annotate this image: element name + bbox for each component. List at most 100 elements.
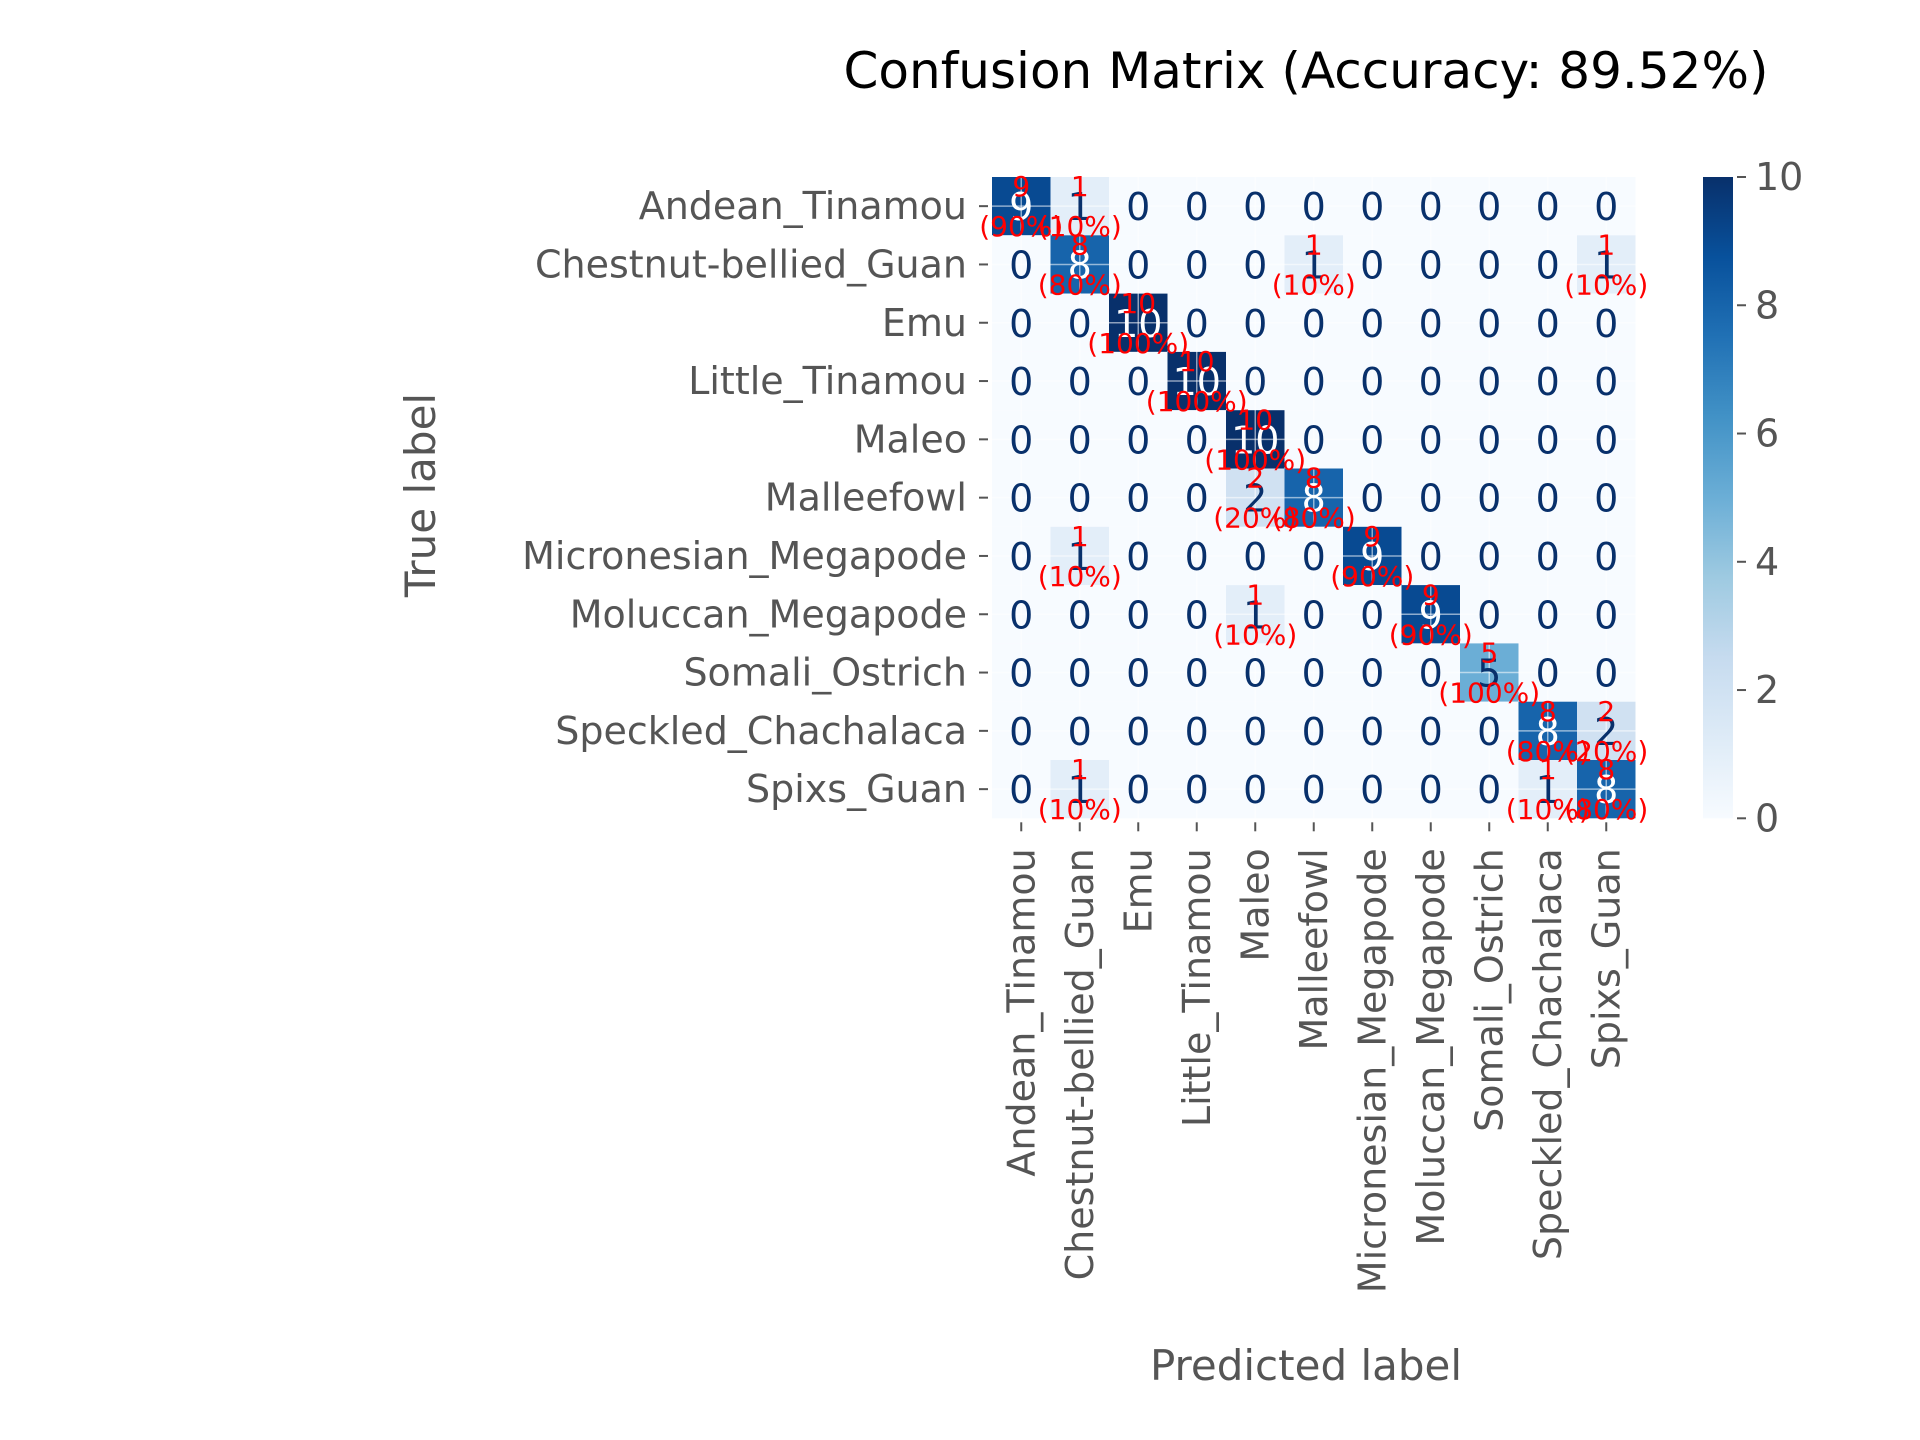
cell-percent-label: (90%) [979, 210, 1063, 243]
cell-count-label-red: 2 [1597, 695, 1615, 728]
cell-percent-label: (20%) [1564, 735, 1648, 768]
cell-count-label: 0 [1419, 652, 1443, 696]
cell-count-label: 0 [1594, 652, 1618, 696]
cell-percent-label: (10%) [1038, 793, 1122, 826]
cell-count-label: 0 [1360, 360, 1384, 404]
cell-percent-label: (80%) [1038, 268, 1122, 301]
cell-count-label: 8 [1594, 768, 1618, 812]
cell-count-label: 10 [1173, 360, 1221, 404]
cell-count-label: 0 [1419, 243, 1443, 287]
cell-count-label: 1 [1068, 768, 1092, 812]
cell-count-label: 0 [1477, 243, 1501, 287]
cell-percent-label: (100%) [1146, 385, 1248, 418]
cell-count-label: 0 [1009, 593, 1033, 637]
cell-count-label: 0 [1009, 418, 1033, 462]
cell-count-label: 0 [1068, 710, 1092, 754]
x-tick-label: Spixs_Guan [1584, 848, 1628, 1069]
cell-count-label: 0 [1243, 302, 1267, 346]
cell-count-label: 0 [1126, 185, 1150, 229]
x-tick-label: Maleo [1233, 848, 1277, 961]
cell-percent-label: (10%) [1038, 210, 1122, 243]
cell-count-label: 0 [1477, 768, 1501, 812]
cell-count-label: 0 [1536, 535, 1560, 579]
cell-count-label: 0 [1126, 477, 1150, 521]
cell-count-label: 0 [1068, 360, 1092, 404]
cell-percent-label: (10%) [1272, 268, 1356, 301]
cell-percent-label: (10%) [1038, 560, 1122, 593]
cell-count-label: 5 [1477, 652, 1501, 696]
colorbar-tick-label: 10 [1755, 155, 1803, 199]
cell-count-label: 0 [1360, 477, 1384, 521]
x-tick-label: Little_Tinamou [1175, 848, 1219, 1127]
cell-count-label: 0 [1126, 243, 1150, 287]
cell-count-label: 0 [1477, 477, 1501, 521]
cell-count-label: 0 [1302, 360, 1326, 404]
cell-count-label: 9 [1360, 535, 1384, 579]
cell-count-label: 0 [1126, 535, 1150, 579]
cell-count-label: 0 [1594, 535, 1618, 579]
cell-count-label: 0 [1185, 768, 1209, 812]
cell-count-label: 1 [1536, 768, 1560, 812]
cell-count-label: 0 [1594, 360, 1618, 404]
x-tick-label: Malleefowl [1292, 848, 1336, 1050]
cell-count-label: 0 [1360, 185, 1384, 229]
cell-count-label-red: 10 [1179, 345, 1215, 378]
cell-count-label: 0 [1302, 710, 1326, 754]
cell-count-label: 0 [1243, 360, 1267, 404]
cell-count-label: 0 [1594, 302, 1618, 346]
cell-count-label: 0 [1009, 710, 1033, 754]
x-tick-labels: Andean_Tinamou Chestnut-bellied_Guan Emu Li… [999, 822, 1628, 1293]
cell-percent-label: (80%) [1564, 793, 1648, 826]
cell-count-label: 0 [1068, 302, 1092, 346]
cell-count-label: 1 [1243, 593, 1267, 637]
cell-count-label-red: 8 [1539, 695, 1557, 728]
y-axis-label: True label [396, 393, 445, 598]
x-tick-label: Somali_Ostrich [1467, 848, 1511, 1132]
cell-percent-label: (100%) [1204, 443, 1306, 476]
cell-count-label: 10 [1231, 418, 1279, 462]
cell-count-label: 0 [1185, 652, 1209, 696]
y-tick-labels: Andean_Tinamou Chestnut-bellied_Guan Emu Li… [522, 184, 988, 811]
cell-count-label: 0 [1009, 652, 1033, 696]
cell-count-label: 0 [1477, 593, 1501, 637]
cell-count-label: 0 [1536, 243, 1560, 287]
cell-count-label-red: 5 [1480, 637, 1498, 670]
cell-count-label: 0 [1068, 652, 1092, 696]
cell-count-label: 8 [1536, 710, 1560, 754]
cell-count-label: 0 [1419, 768, 1443, 812]
cell-count-label: 0 [1068, 477, 1092, 521]
cell-count-label: 0 [1477, 710, 1501, 754]
cell-count-label: 0 [1360, 593, 1384, 637]
y-tick-label: Malleefowl [765, 476, 967, 520]
cell-count-label-red: 1 [1071, 753, 1089, 786]
cell-count-label: 0 [1126, 768, 1150, 812]
cell-count-label: 0 [1302, 418, 1326, 462]
cell-count-label: 0 [1185, 302, 1209, 346]
cell-count-label-red: 9 [1422, 578, 1440, 611]
colorbar: 0 2 4 6 8 10 [1703, 155, 1803, 840]
y-tick-label: Somali_Ostrich [683, 651, 967, 695]
cell-count-label: 0 [1477, 535, 1501, 579]
cell-percent-label: (10%) [1564, 268, 1648, 301]
y-tick-label: Little_Tinamou [688, 359, 967, 403]
cell-count-label: 0 [1360, 418, 1384, 462]
cell-count-label: 0 [1302, 593, 1326, 637]
cell-count-label: 0 [1126, 710, 1150, 754]
cell-count-label: 0 [1536, 477, 1560, 521]
cell-count-label-red: 1 [1246, 578, 1264, 611]
y-tick-label: Chestnut-bellied_Guan [535, 242, 967, 286]
y-tick-label: Maleo [854, 417, 967, 461]
cell-percent-label: (90%) [1330, 560, 1414, 593]
cell-count-label: 0 [1185, 418, 1209, 462]
cell-count-label: 0 [1536, 652, 1560, 696]
cell-percent-label: (100%) [1438, 677, 1540, 710]
chart-title: Confusion Matrix (Accuracy: 89.52%) [844, 42, 1769, 100]
cell-count-label: 0 [1536, 302, 1560, 346]
cell-count-label: 0 [1477, 418, 1501, 462]
y-tick-label: Speckled_Chachalaca [555, 709, 967, 753]
cell-count-label-red: 8 [1597, 753, 1615, 786]
colorbar-tick-label: 2 [1755, 668, 1779, 712]
x-tick-label: Speckled_Chachalaca [1526, 848, 1570, 1260]
cell-count-label: 0 [1302, 768, 1326, 812]
